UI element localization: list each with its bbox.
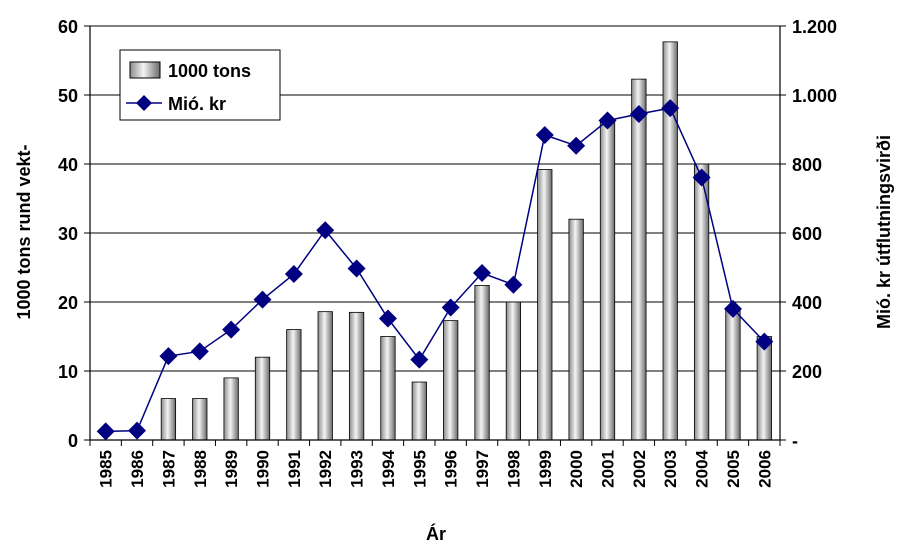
line-marker: [284, 265, 303, 284]
x-tick-label: 1990: [254, 450, 273, 488]
series-line: [105, 107, 765, 433]
x-tick-label: 1996: [442, 450, 461, 488]
y2-tick-label: 1.200: [792, 17, 837, 37]
line-marker: [253, 290, 272, 309]
line-marker: [629, 104, 648, 123]
x-tick-label: 2003: [661, 450, 680, 488]
y2-tick-label: 800: [792, 155, 822, 175]
bar: [411, 381, 427, 441]
x-tick-label: 2001: [599, 450, 618, 488]
bar: [443, 320, 459, 441]
line-marker: [723, 299, 742, 318]
bar-series: [160, 41, 772, 441]
bar: [286, 329, 302, 441]
axes: [84, 25, 786, 446]
line-marker: [347, 259, 366, 278]
line-marker: [661, 99, 680, 118]
legend-line-marker: [136, 95, 152, 111]
x-tick-label: 1998: [504, 450, 523, 488]
line-series: [96, 99, 774, 441]
line-marker: [378, 309, 397, 328]
bar: [474, 285, 490, 441]
legend-bar-swatch: [129, 61, 161, 79]
bar: [223, 377, 239, 441]
x-tick-label: 2000: [567, 450, 586, 488]
y-tick-label: 30: [58, 224, 78, 244]
x-tick-label: 1997: [473, 450, 492, 488]
bar: [380, 336, 396, 441]
bar: [192, 398, 208, 441]
legend-line-label: Mió. kr: [168, 94, 226, 114]
tick-labels: 0 10 20 30 40 50 60 - 200 400 600 800 1.000 1.200 1985…: [58, 17, 837, 488]
line-marker: [159, 347, 178, 366]
line-marker: [692, 168, 711, 187]
line-marker: [441, 298, 460, 317]
line-marker: [535, 126, 554, 145]
line-marker: [222, 320, 241, 339]
bar: [505, 301, 522, 441]
bar: [537, 169, 553, 441]
x-tick-label: 1991: [285, 450, 304, 488]
bar: [348, 311, 365, 441]
y2-tick-label: 200: [792, 362, 822, 382]
x-axis-label: Ár: [426, 523, 446, 544]
line-marker: [598, 111, 617, 130]
y2-tick-label: 600: [792, 224, 822, 244]
y2-axis-label: Mió. kr útflutningsvirði: [874, 135, 894, 329]
x-tick-label: 2006: [755, 450, 774, 488]
bar: [756, 336, 772, 441]
x-tick-label: 1989: [222, 450, 241, 488]
x-tick-label: 1995: [410, 450, 429, 488]
line-marker: [567, 136, 586, 155]
bar: [160, 398, 177, 441]
x-tick-label: 2005: [724, 450, 743, 488]
x-tick-label: 1988: [191, 450, 210, 488]
x-tick-label: 1993: [348, 450, 367, 488]
line-marker: [473, 264, 492, 283]
y-axis-label: 1000 tons rund vekt-: [14, 144, 34, 319]
y-tick-label: 50: [58, 86, 78, 106]
line-marker: [504, 275, 523, 294]
y-tick-label: 60: [58, 17, 78, 37]
y2-tick-label: -: [792, 431, 798, 451]
x-tick-label: 1999: [536, 450, 555, 488]
y-tick-label: 20: [58, 293, 78, 313]
bar: [599, 122, 616, 441]
y2-tick-label: 1.000: [792, 86, 837, 106]
line-marker: [128, 421, 147, 440]
y-tick-label: 10: [58, 362, 78, 382]
x-tick-label: 2004: [693, 449, 712, 487]
y-tick-label: 40: [58, 155, 78, 175]
x-tick-label: 1994: [379, 449, 398, 487]
legend-bar-label: 1000 tons: [168, 61, 251, 81]
line-marker: [410, 350, 429, 369]
y-tick-label: 0: [68, 431, 78, 451]
bar: [317, 311, 333, 441]
x-tick-label: 2002: [630, 450, 649, 488]
line-marker: [190, 342, 209, 361]
bar: [568, 218, 584, 441]
legend: 1000 tons Mió. kr: [119, 49, 281, 121]
line-marker: [96, 422, 115, 441]
x-tick-label: 1985: [97, 450, 116, 488]
bar: [693, 163, 710, 441]
bar: [725, 308, 741, 441]
bar: [254, 356, 271, 441]
x-tick-label: 1987: [159, 450, 178, 488]
x-tick-label: 1992: [316, 450, 335, 488]
bar: [631, 78, 647, 441]
y2-tick-label: 400: [792, 293, 822, 313]
line-marker: [316, 221, 335, 240]
x-tick-label: 1986: [128, 450, 147, 488]
line-marker: [755, 332, 774, 351]
